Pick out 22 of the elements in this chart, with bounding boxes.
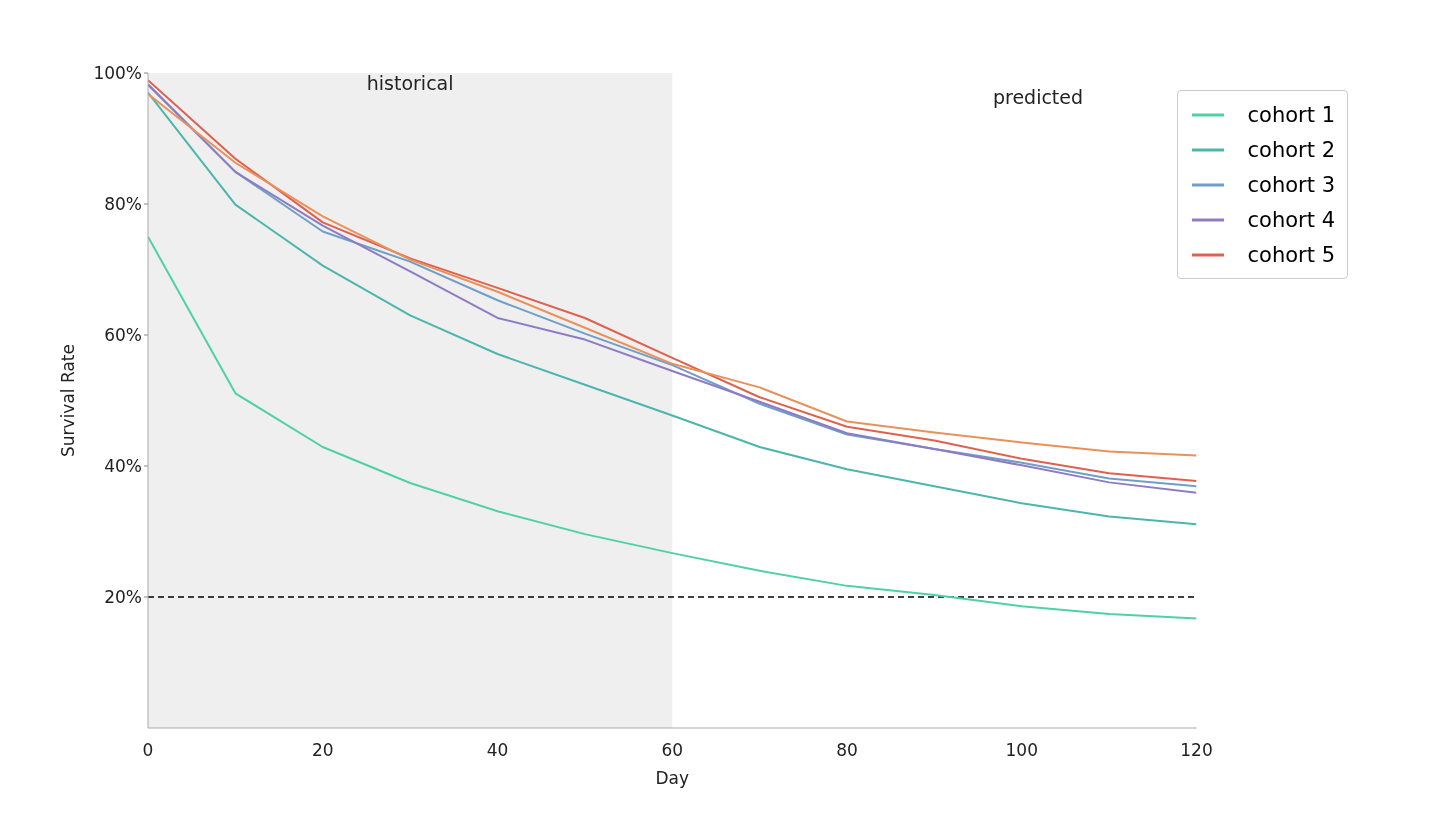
y-axis-title: Survival Rate	[58, 344, 79, 457]
x-tick-label: 0	[142, 740, 154, 761]
legend-label: cohort 5	[1247, 242, 1335, 267]
x-tick-label: 80	[836, 740, 858, 761]
x-axis-title: Day	[655, 768, 690, 788]
x-tick-label: 20	[311, 740, 334, 761]
y-tick-label: 60%	[104, 325, 142, 346]
y-tick-label: 100%	[93, 63, 142, 84]
legend-label: cohort 3	[1247, 172, 1335, 197]
x-tick-label: 40	[486, 740, 509, 761]
legend-label: cohort 2	[1247, 137, 1335, 162]
legend-label: cohort 1	[1247, 102, 1335, 127]
y-tick-label: 80%	[104, 194, 142, 215]
x-tick-label: 60	[661, 740, 684, 761]
band-label: historical	[366, 72, 454, 95]
legend-label: cohort 4	[1247, 207, 1335, 232]
y-tick-label: 40%	[104, 456, 142, 477]
x-tick-label: 100	[1005, 740, 1038, 761]
x-tick-label: 120	[1180, 740, 1213, 761]
y-tick-label: 20%	[104, 587, 142, 608]
line-series	[148, 235, 1197, 620]
annotation: predicted	[992, 86, 1084, 108]
